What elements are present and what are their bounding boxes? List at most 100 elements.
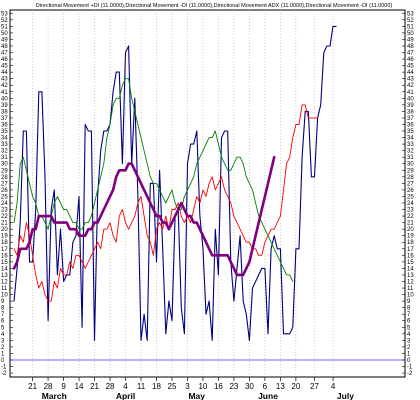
y-tick-label-right: 9	[407, 299, 411, 305]
y-axis-left: -2-1012345678910111213141516171819202122…	[1, 11, 13, 377]
y-tick-label-right: 42	[407, 83, 414, 89]
y-tick-label-right: 50	[407, 31, 414, 37]
x-tick-label: 27	[310, 382, 319, 391]
y-tick-label-left: 47	[1, 51, 8, 57]
y-tick-label-left: 27	[1, 181, 8, 187]
y-tick-label-left: 17	[1, 247, 8, 253]
x-tick-label: 14	[75, 382, 84, 391]
y-tick-label-right: 25	[407, 194, 414, 200]
x-tick-label: 3	[185, 382, 190, 391]
y-tick-label-right: 16	[407, 253, 414, 259]
series-line-3	[12, 155, 276, 277]
y-tick-label-right: 26	[407, 188, 414, 194]
month-label: March	[42, 391, 67, 400]
y-tick-label-left: 23	[1, 208, 8, 214]
y-tick-label-right: 38	[407, 109, 414, 115]
x-tick-label: 13	[276, 382, 285, 391]
y-tick-label-left: 2	[1, 345, 5, 351]
month-label: June	[258, 391, 278, 400]
y-axis-right: -2-1012345678910111213141516171819202122…	[402, 11, 414, 377]
y-tick-label-left: 53	[1, 11, 8, 17]
y-tick-label-left: 4	[1, 332, 5, 338]
y-tick-label-right: 48	[407, 44, 414, 50]
y-tick-label-left: 52	[1, 18, 8, 24]
x-tick-label: 6	[263, 382, 268, 391]
y-tick-label-right: 6	[407, 319, 411, 325]
y-tick-label-right: 53	[407, 11, 414, 17]
y-tick-label-left: 19	[1, 234, 8, 240]
y-tick-label-left: 8	[1, 306, 5, 312]
y-tick-label-left: 13	[1, 273, 8, 279]
y-tick-label-left: 20	[1, 227, 8, 233]
y-tick-label-right: 30	[407, 162, 414, 168]
y-tick-label-right: 31	[407, 155, 414, 161]
y-tick-label-right: 20	[407, 227, 414, 233]
month-label: July	[337, 391, 354, 400]
y-tick-label-right: 52	[407, 18, 414, 24]
y-tick-label-left: 39	[1, 103, 8, 109]
y-tick-label-right: 24	[407, 201, 414, 207]
y-tick-label-right: 5	[407, 325, 411, 331]
y-tick-label-right: 37	[407, 116, 414, 122]
y-tick-label-left: 31	[1, 155, 8, 161]
x-tick-label: 28	[106, 382, 115, 391]
y-tick-label-left: 29	[1, 168, 8, 174]
y-tick-label-left: 24	[1, 201, 8, 207]
y-tick-label-right: 39	[407, 103, 414, 109]
y-tick-label-right: 46	[407, 57, 414, 63]
x-tick-label: 25	[168, 382, 177, 391]
y-tick-label-right: 18	[407, 240, 414, 246]
y-tick-label-left: -1	[1, 365, 7, 371]
y-tick-label-left: 30	[1, 162, 8, 168]
y-tick-label-left: 0	[1, 358, 5, 364]
y-tick-label-left: 11	[1, 286, 8, 292]
y-tick-label-right: 41	[407, 90, 414, 96]
y-tick-label-left: 46	[1, 57, 8, 63]
month-labels: March April May June July	[42, 391, 354, 400]
y-tick-label-left: 32	[1, 149, 8, 155]
y-tick-label-right: 33	[407, 142, 414, 148]
y-tick-label-left: 49	[1, 37, 8, 43]
y-tick-label-right: 2	[407, 345, 411, 351]
y-tick-label-right: 10	[407, 293, 414, 299]
y-tick-label-right: 28	[407, 175, 414, 181]
y-tick-label-left: 12	[1, 279, 8, 285]
y-tick-label-right: 15	[407, 260, 414, 266]
y-tick-label-left: 16	[1, 253, 8, 259]
x-tick-label: 20	[291, 382, 300, 391]
y-tick-label-right: 13	[407, 273, 414, 279]
y-tick-label-left: 48	[1, 44, 8, 50]
y-tick-label-left: 51	[1, 24, 8, 30]
y-tick-label-right: 32	[407, 149, 414, 155]
y-tick-label-right: 19	[407, 234, 414, 240]
y-tick-label-right: 36	[407, 122, 414, 128]
y-tick-label-left: 25	[1, 194, 8, 200]
y-tick-label-right: 40	[407, 96, 414, 102]
y-tick-label-right: 23	[407, 208, 414, 214]
y-tick-label-right: 0	[407, 358, 411, 364]
y-tick-label-left: 3	[1, 338, 5, 344]
x-tick-label: 18	[152, 382, 161, 391]
month-label: April	[116, 391, 135, 400]
y-tick-label-left: 42	[1, 83, 8, 89]
y-tick-label-left: 33	[1, 142, 8, 148]
x-tick-label: 21	[90, 382, 99, 391]
y-tick-label-left: 34	[1, 136, 8, 142]
y-tick-label-left: 9	[1, 299, 5, 305]
y-tick-label-right: 7	[407, 312, 411, 318]
y-tick-label-right: 1	[407, 351, 411, 357]
y-tick-label-right: 29	[407, 168, 414, 174]
y-tick-label-left: 7	[1, 312, 5, 318]
y-tick-label-right: 8	[407, 306, 411, 312]
y-tick-label-right: 49	[407, 37, 414, 43]
x-tick-label: 4	[331, 382, 336, 391]
x-axis: 21 28 9 14 21 28 4 11 18 25 3 10 16 23 30 6 13 20 27 4	[28, 377, 336, 391]
y-tick-label-right: 21	[407, 221, 414, 227]
y-tick-label-right: 27	[407, 181, 414, 187]
series-line-1	[13, 104, 319, 302]
y-tick-label-right: -1	[407, 365, 413, 371]
y-tick-label-left: 10	[1, 293, 8, 299]
plot-frame	[9, 9, 406, 378]
